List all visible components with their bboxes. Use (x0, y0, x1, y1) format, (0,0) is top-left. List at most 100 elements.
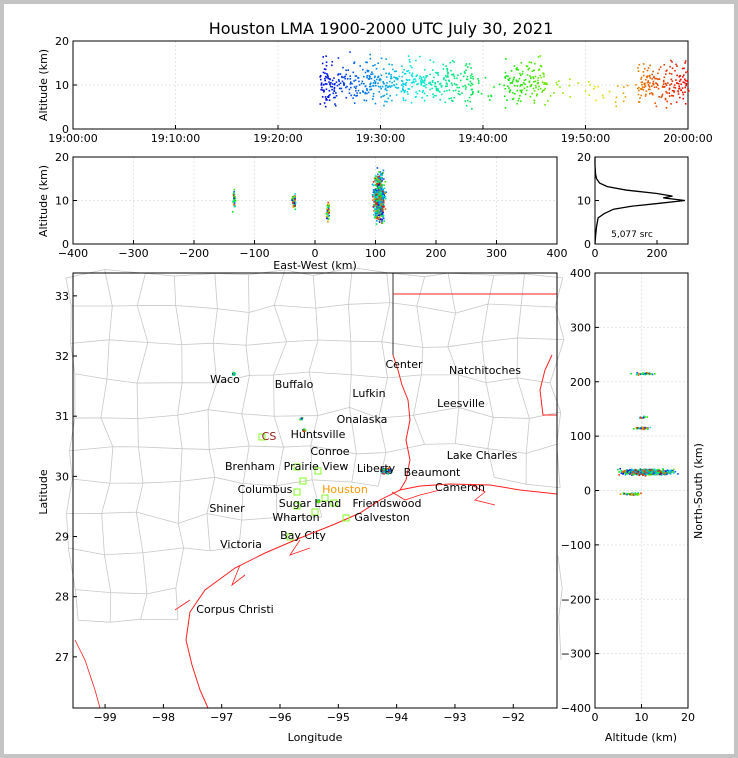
time-source-point (391, 84, 393, 87)
time-source-point (429, 59, 432, 61)
ew-source-point (374, 198, 376, 200)
time-source-point (680, 89, 683, 92)
time-source-point (446, 89, 448, 92)
ew-source-point (381, 199, 384, 202)
time-source-point (652, 80, 655, 83)
time-source-point (357, 89, 360, 92)
map-source-point (318, 500, 321, 503)
ew-source-point (232, 201, 235, 204)
time-source-point (647, 88, 650, 91)
time-source-point (430, 84, 433, 86)
time-source-point (453, 96, 455, 99)
time-source-point (530, 77, 532, 80)
time-source-point (391, 81, 393, 84)
ew-axis-tick-label: −400 (58, 247, 88, 260)
time-source-point (402, 85, 405, 88)
ns-alt-axis-tick-label: 10 (635, 711, 649, 724)
time-source-point (446, 74, 449, 77)
time-source-point (363, 82, 365, 85)
time-source-point (668, 92, 671, 94)
time-source-point (665, 106, 668, 109)
time-source-point (504, 87, 507, 90)
time-source-point (516, 85, 518, 87)
lma-station-marker (330, 499, 338, 507)
lon-axis-tick-label: −93 (443, 711, 466, 724)
time-source-point (331, 79, 334, 82)
time-source-point (327, 95, 330, 97)
time-source-point (666, 100, 669, 103)
city-label: Liberty (357, 462, 396, 475)
time-source-point (327, 76, 329, 78)
time-source-point (515, 79, 518, 82)
time-source-point (400, 90, 403, 93)
time-source-point (684, 86, 687, 89)
time-source-point (328, 90, 331, 92)
time-source-point (424, 68, 426, 71)
ew-source-point (384, 180, 387, 183)
time-source-point (357, 77, 360, 79)
ew-source-point (373, 177, 376, 179)
time-source-point (324, 96, 327, 98)
city-label: Natchitoches (449, 364, 521, 377)
city-label: Onalaska (337, 413, 388, 426)
time-source-point (437, 71, 439, 74)
time-source-point (640, 76, 643, 79)
time-source-point (365, 99, 368, 102)
ew-source-point (328, 212, 330, 214)
time-source-point (395, 77, 397, 80)
time-source-point (446, 67, 448, 70)
ew-source-point (232, 194, 235, 196)
time-source-point (349, 83, 352, 85)
ew-source-point (234, 200, 237, 202)
time-source-point (655, 82, 658, 85)
time-source-point (451, 73, 453, 76)
time-source-point (676, 65, 678, 67)
ew-source-point (375, 216, 377, 218)
time-source-point (338, 80, 340, 83)
time-source-point (445, 75, 447, 77)
time-source-point (333, 88, 336, 90)
ns-source-point (668, 471, 671, 473)
ew-source-point (381, 207, 383, 210)
time-source-point (439, 82, 442, 85)
time-source-point (531, 92, 534, 95)
time-source-point (370, 77, 373, 80)
map-source-point (300, 417, 303, 420)
ew-source-point (375, 204, 378, 207)
time-source-point (380, 57, 383, 60)
time-source-point (339, 73, 342, 75)
time-source-point (662, 83, 665, 85)
ew-source-point (371, 194, 374, 196)
time-source-point (392, 68, 394, 71)
city-label: Cameron (435, 481, 485, 494)
time-source-point (559, 86, 561, 88)
time-source-point (678, 80, 681, 82)
time-source-point (420, 81, 423, 83)
lma-station-marker (321, 494, 329, 502)
time-source-point (529, 75, 531, 77)
ew-source-point (381, 190, 384, 193)
ew-source-point (293, 205, 296, 207)
time-source-point (519, 84, 522, 86)
time-source-point (463, 71, 466, 73)
ew-source-point (379, 194, 381, 197)
ew-source-point (378, 202, 381, 204)
time-source-point (671, 94, 673, 97)
time-source-point (577, 82, 579, 84)
time-source-point (401, 71, 404, 74)
time-source-point (602, 96, 605, 99)
time-source-point (655, 86, 658, 88)
time-source-point (327, 77, 330, 80)
ew-source-point (375, 223, 378, 225)
time-source-point (677, 93, 680, 95)
time-source-point (678, 87, 680, 90)
ew-source-point (376, 195, 379, 198)
city-label: Corpus Christi (196, 603, 273, 616)
time-source-point (388, 72, 391, 75)
time-source-point (512, 78, 515, 81)
time-source-point (477, 82, 480, 84)
time-source-point (411, 75, 414, 78)
time-source-point (545, 83, 548, 85)
time-source-point (538, 85, 540, 88)
time-source-point (446, 70, 449, 72)
